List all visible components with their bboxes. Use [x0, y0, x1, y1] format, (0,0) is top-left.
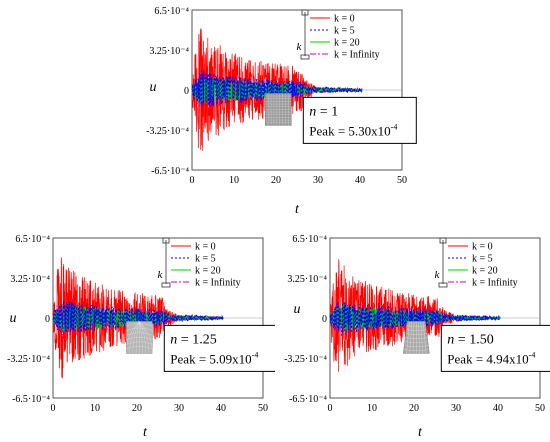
legend: k k = 0k = 5k = 20k = Infinity [297, 9, 380, 61]
annotation-n: n = 1.25 [170, 332, 216, 347]
chart-top: u 6.5·10⁻⁴3.25·10⁻⁴0-3.25·10⁻⁴-6.5·10⁻⁴ … [146, 6, 417, 217]
svg-text:u: u [294, 302, 301, 317]
legend-label: k = 5 [195, 254, 216, 265]
y-tick-label: -3.25·10⁻⁴ [284, 354, 327, 365]
x-tick-label: 0 [190, 175, 195, 186]
legend-marker-base [300, 54, 310, 60]
mesh-icon [403, 321, 430, 354]
x-tick-label: 10 [90, 403, 100, 414]
legend-label: k = Infinity [195, 278, 241, 289]
y-tick-label: 6.5·10⁻⁴ [154, 6, 189, 17]
y-tick-label: 6.5·10⁻⁴ [15, 234, 50, 245]
annotation-peak: Peak = 5.30x10-4 [309, 122, 397, 138]
chart-bottom-left: u 6.5·10⁻⁴3.25·10⁻⁴0-3.25·10⁻⁴-6.5·10⁻⁴ … [7, 234, 275, 440]
x-tick-label: 50 [258, 403, 268, 414]
series-line-k-5 [191, 70, 363, 107]
x-tick-label: 20 [271, 175, 281, 186]
y-tick-label: 3.25·10⁻⁴ [149, 46, 189, 57]
legend-label: k = Infinity [472, 278, 518, 289]
annotation-peak: Peak = 4.94x10-4 [447, 350, 535, 366]
x-axis-label: t [295, 202, 300, 217]
annotation-n: n = 1 [309, 104, 338, 119]
annotation-peak: Peak = 5.09x10-4 [170, 350, 258, 366]
legend-label: k = 0 [195, 242, 216, 253]
legend-marker-box [439, 237, 447, 244]
y-axis-label: u [294, 302, 301, 317]
annotation-box: n = 1 Peak = 5.30x10-4 [265, 93, 417, 144]
legend: k k = 0k = 5k = 20k = Infinity [158, 237, 241, 289]
legend-label: k = Infinity [334, 50, 380, 61]
legend-label: k = 0 [334, 14, 355, 25]
x-tick-label: 40 [493, 403, 503, 414]
x-tick-label: 20 [132, 403, 142, 414]
y-axis-label-text: u [10, 311, 17, 326]
x-axis-label: t [418, 425, 423, 440]
chart-bottom-right: u 6.5·10⁻⁴3.25·10⁻⁴0-3.25·10⁻⁴-6.5·10⁻⁴ … [284, 234, 550, 440]
y-tick-label: 3.25·10⁻⁴ [287, 274, 327, 285]
legend: k k = 0k = 5k = 20k = Infinity [435, 237, 518, 289]
legend-marker-base [438, 282, 448, 288]
legend-label: k = 20 [334, 38, 360, 49]
legend-k-tag: k [158, 269, 164, 281]
x-tick-label: 40 [355, 175, 365, 186]
x-tick-label: 50 [535, 403, 545, 414]
legend-label: k = 0 [472, 242, 493, 253]
y-tick-label: 0 [184, 86, 189, 97]
y-tick-labels: 6.5·10⁻⁴ 3.25·10⁻⁴ 0 -3.25·10⁻⁴ -6.5·10⁻⁴ [7, 234, 50, 405]
x-tick-labels: 0 10 20 30 40 50 [328, 403, 546, 414]
mesh-icon [126, 321, 153, 354]
series-group [191, 28, 402, 151]
x-tick-label: 10 [367, 403, 377, 414]
legend-k-tag: k [297, 41, 303, 53]
legend-marker-base [161, 282, 171, 288]
legend-label: k = 5 [334, 26, 355, 37]
x-tick-label: 50 [397, 175, 407, 186]
x-tick-label: 30 [451, 403, 461, 414]
y-tick-label: -6.5·10⁻⁴ [151, 166, 189, 177]
x-tick-label: 0 [328, 403, 333, 414]
x-tick-label: 40 [216, 403, 226, 414]
y-axis-label: u [150, 80, 157, 95]
y-tick-label: -6.5·10⁻⁴ [289, 394, 327, 405]
svg-text:u: u [150, 80, 157, 95]
x-tick-label: 10 [229, 175, 239, 186]
legend-k-tag: k [435, 269, 441, 281]
legend-marker-box [301, 9, 309, 16]
x-tick-labels: 0 10 20 30 40 50 [190, 175, 408, 186]
y-tick-label: 0 [322, 314, 327, 325]
y-tick-label: 6.5·10⁻⁴ [292, 234, 327, 245]
y-tick-label: 0 [45, 314, 50, 325]
annotation-box: n = 1.50 Peak = 4.94x10-4 [403, 321, 550, 372]
legend-label: k = 20 [195, 266, 221, 277]
annotation-box: n = 1.25 Peak = 5.09x10-4 [126, 321, 275, 372]
x-tick-labels: 0 10 20 30 40 50 [51, 403, 269, 414]
annotation-frame [440, 324, 550, 372]
annotation-frame [302, 96, 417, 144]
x-tick-label: 20 [409, 403, 419, 414]
y-tick-label: -3.25·10⁻⁴ [146, 126, 189, 137]
y-tick-labels: 6.5·10⁻⁴ 3.25·10⁻⁴ 0 -3.25·10⁻⁴ -6.5·10⁻⁴ [146, 6, 189, 177]
annotation-n: n = 1.50 [447, 332, 493, 347]
annotation-frame [163, 324, 275, 372]
x-tick-label: 30 [174, 403, 184, 414]
y-axis-label: u [10, 311, 17, 326]
y-tick-labels: 6.5·10⁻⁴ 3.25·10⁻⁴ 0 -3.25·10⁻⁴ -6.5·10⁻⁴ [284, 234, 327, 405]
legend-label: k = 5 [472, 254, 493, 265]
legend-marker-box [162, 237, 170, 244]
y-tick-label: 3.25·10⁻⁴ [10, 274, 50, 285]
y-tick-label: -3.25·10⁻⁴ [7, 354, 50, 365]
legend-label: k = 20 [472, 266, 498, 277]
x-tick-label: 0 [51, 403, 56, 414]
mesh-icon [265, 93, 292, 126]
x-tick-label: 30 [313, 175, 323, 186]
x-axis-label: t [143, 425, 148, 440]
y-tick-label: -6.5·10⁻⁴ [12, 394, 50, 405]
